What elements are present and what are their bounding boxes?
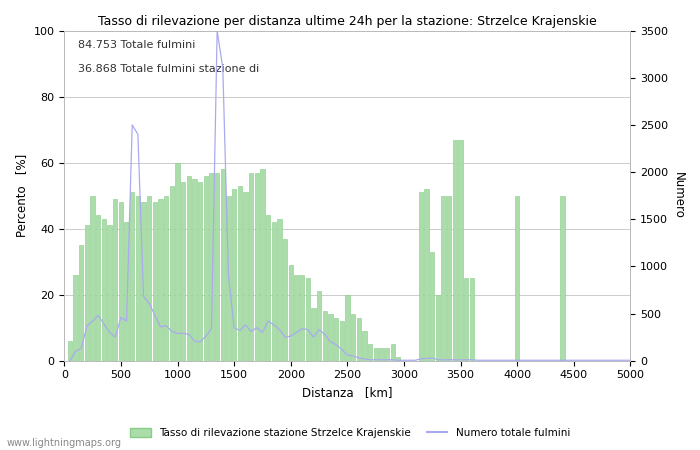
Bar <box>193 179 197 361</box>
Bar <box>130 192 134 361</box>
Bar <box>328 315 332 361</box>
Bar <box>317 292 321 361</box>
Bar <box>102 219 106 361</box>
Bar <box>85 225 89 361</box>
Bar <box>119 202 123 361</box>
Bar <box>255 172 259 361</box>
Bar <box>198 182 202 361</box>
Bar <box>74 275 78 361</box>
Bar <box>368 344 372 361</box>
Bar <box>136 196 140 361</box>
Bar <box>458 140 463 361</box>
Bar <box>147 196 151 361</box>
Bar <box>424 189 429 361</box>
Y-axis label: Numero: Numero <box>672 172 685 219</box>
Bar <box>340 321 344 361</box>
Bar <box>379 347 384 361</box>
Bar <box>442 196 446 361</box>
Text: www.lightningmaps.org: www.lightningmaps.org <box>7 438 122 448</box>
Text: 84.753 Totale fulmini: 84.753 Totale fulmini <box>78 40 196 50</box>
Bar <box>288 265 293 361</box>
Bar <box>356 318 361 361</box>
Bar <box>176 162 180 361</box>
Bar <box>153 202 157 361</box>
Bar <box>277 219 281 361</box>
Bar <box>96 216 100 361</box>
Bar <box>345 295 349 361</box>
Bar <box>187 176 191 361</box>
Bar <box>158 199 162 361</box>
Bar <box>272 222 276 361</box>
Bar <box>396 357 400 361</box>
Bar <box>204 176 208 361</box>
Bar <box>107 225 112 361</box>
Bar <box>283 238 287 361</box>
Bar <box>294 275 299 361</box>
Bar <box>164 196 168 361</box>
Bar <box>141 202 146 361</box>
Bar <box>515 196 519 361</box>
X-axis label: Distanza   [km]: Distanza [km] <box>302 386 393 399</box>
Bar <box>249 172 253 361</box>
Bar <box>334 318 338 361</box>
Bar <box>470 278 474 361</box>
Y-axis label: Percento   [%]: Percento [%] <box>15 154 28 237</box>
Bar <box>391 344 395 361</box>
Bar <box>464 278 468 361</box>
Bar <box>419 192 423 361</box>
Bar <box>312 308 316 361</box>
Bar <box>323 311 327 361</box>
Bar <box>447 196 452 361</box>
Bar <box>226 196 230 361</box>
Text: 36.868 Totale fulmini stazione di: 36.868 Totale fulmini stazione di <box>78 63 260 73</box>
Bar <box>374 347 378 361</box>
Bar <box>238 186 242 361</box>
Bar <box>351 315 355 361</box>
Bar <box>436 295 440 361</box>
Bar <box>385 347 389 361</box>
Bar <box>68 341 72 361</box>
Bar <box>232 189 237 361</box>
Bar <box>300 275 304 361</box>
Bar <box>90 196 94 361</box>
Bar <box>266 216 270 361</box>
Bar <box>220 169 225 361</box>
Bar <box>362 331 367 361</box>
Bar <box>209 172 214 361</box>
Title: Tasso di rilevazione per distanza ultime 24h per la stazione: Strzelce Krajenski: Tasso di rilevazione per distanza ultime… <box>98 15 597 28</box>
Bar <box>244 192 248 361</box>
Bar <box>113 199 118 361</box>
Bar <box>79 245 83 361</box>
Bar <box>181 182 186 361</box>
Bar <box>125 222 129 361</box>
Bar <box>260 169 265 361</box>
Bar <box>306 278 310 361</box>
Legend: Tasso di rilevazione stazione Strzelce Krajenskie, Numero totale fulmini: Tasso di rilevazione stazione Strzelce K… <box>126 424 574 442</box>
Bar <box>430 252 435 361</box>
Bar <box>169 186 174 361</box>
Bar <box>215 172 219 361</box>
Bar <box>453 140 457 361</box>
Bar <box>561 196 565 361</box>
